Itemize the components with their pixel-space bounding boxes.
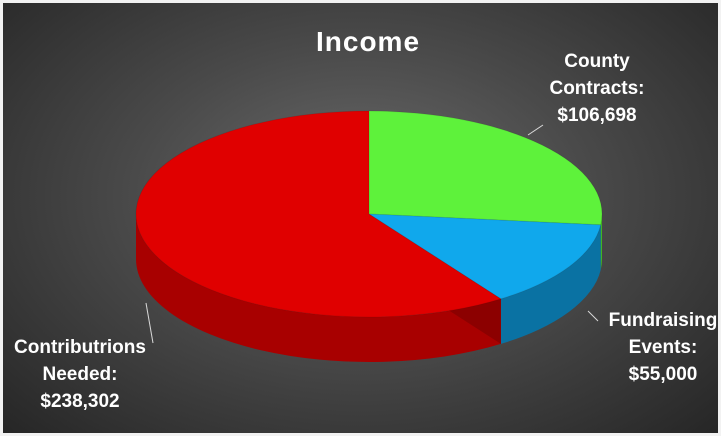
leader-line [587,310,599,322]
chart-title: Income [316,26,420,57]
pie-slice [368,110,603,226]
slice-label: $238,302 [40,391,119,412]
income-pie-chart: Income Contributrions Needed: $238,302 Coun… [14,26,717,412]
slice-label: County [564,51,630,72]
pie-slice [135,110,503,318]
leader-lines [145,124,599,344]
pie-side-wall [500,224,601,344]
pie-side-wall [136,214,501,362]
slice-label: $55,000 [629,364,698,385]
slice-label: Contracts: [549,78,644,99]
slice-label: Contributrions [14,337,146,358]
pie-side-wall [600,214,602,270]
leader-line [527,124,544,136]
slice-label: Fundraising [609,310,718,331]
leader-line [145,302,154,344]
pie-slice [367,213,602,300]
slice-label: $106,698 [557,105,636,126]
slice-label: Needed: [43,364,118,385]
pie-layer [135,110,603,362]
slice-label: Events: [629,337,698,358]
slice-labels: Contributrions Needed: $238,302 County Contr… [14,51,717,412]
